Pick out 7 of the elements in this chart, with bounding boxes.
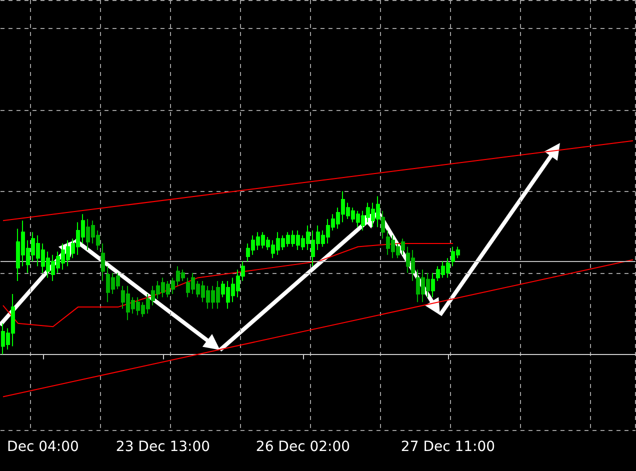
- candlestick: [101, 242, 105, 282]
- x-tick-label: 26 Dec 02:00: [256, 439, 350, 455]
- x-tick-label: 27 Dec 11:00: [400, 439, 496, 455]
- candlestick: [381, 210, 385, 240]
- x-tick-label: Dec 04:00: [7, 439, 79, 455]
- candlestick: [431, 272, 435, 298]
- x-tick-label: 23 Dec 13:00: [116, 439, 210, 455]
